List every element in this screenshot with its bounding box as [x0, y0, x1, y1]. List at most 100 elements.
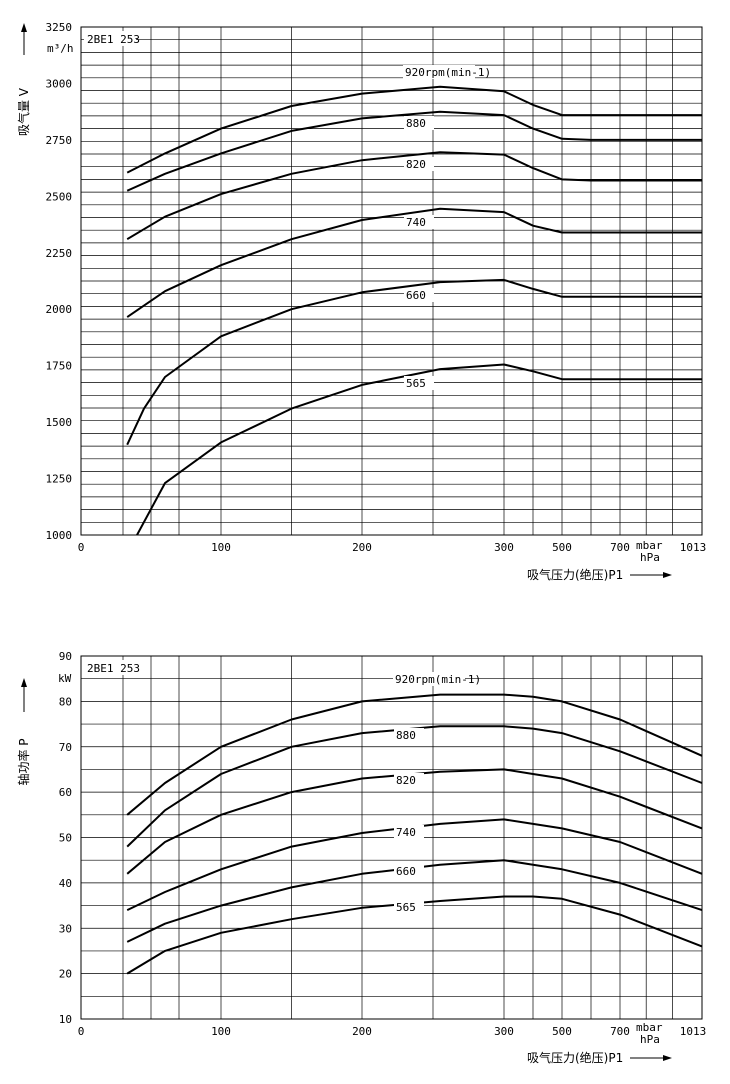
y-tick-labels: 10 20 30 40 50 60 70 80 90 — [59, 650, 72, 1026]
series-label-bg — [404, 376, 434, 390]
series-label-bg — [394, 825, 424, 839]
y-tick-label: 20 — [59, 968, 72, 981]
y-axis-label: 轴功率 P — [16, 738, 31, 785]
y-axis-label: 吸气量 V — [16, 87, 31, 136]
series-label-bg — [394, 864, 424, 878]
series-labels: 920rpm(min-1) 880 820 740 660 565 — [403, 65, 491, 390]
y-tick-label: 1500 — [46, 416, 73, 429]
y-tick-label: 30 — [59, 922, 72, 935]
curves — [126, 85, 702, 536]
series-line — [126, 278, 702, 446]
plot-frame — [80, 26, 703, 536]
series-line — [126, 725, 703, 848]
series-label: 880 — [396, 729, 416, 742]
series-label-bg — [393, 672, 465, 686]
curves — [126, 693, 703, 975]
model-label-bg — [84, 31, 136, 46]
y-tick-label: 70 — [59, 741, 72, 754]
plot-frame — [80, 655, 703, 1020]
series-label: 565 — [396, 901, 416, 914]
y-tick-label: 3250 — [46, 21, 73, 34]
y-tick-label: 1250 — [46, 473, 73, 486]
series-line — [126, 895, 703, 975]
series-labels: 920rpm(min-1) 880 820 740 660 565 — [393, 672, 481, 914]
y-tick-label: 3000 — [46, 77, 73, 90]
x-axis-label: 吸气压力(绝压)P1 — [527, 567, 623, 582]
series-line — [126, 110, 702, 192]
model-label: 2BE1 253 — [87, 33, 140, 46]
model-label: 2BE1 253 — [87, 662, 140, 675]
x-unit-mbar: mbar — [636, 539, 663, 552]
y-tick-labels: 1000 1250 1500 1750 2000 2250 2500 2750 3000 3250 — [46, 21, 73, 542]
series-label: 740 — [406, 216, 426, 229]
series-label-bg — [394, 900, 424, 914]
grid — [81, 27, 702, 535]
y-tick-label: 40 — [59, 877, 72, 890]
x-tick-label: 100 — [211, 541, 231, 554]
x-tick-label: 200 — [352, 541, 372, 554]
y-tick-label: 1000 — [46, 529, 73, 542]
x-tick-labels: 0 100 200 300 500 700 1013 — [78, 541, 707, 554]
series-label: 920rpm(min-1) — [405, 66, 491, 79]
series-label: 820 — [396, 774, 416, 787]
x-axis-arrow — [630, 572, 672, 578]
y-tick-label: 1750 — [46, 360, 73, 373]
series-line — [126, 768, 703, 875]
series-label-bg — [403, 65, 475, 79]
series-label: 660 — [396, 865, 416, 878]
y-tick-label: 60 — [59, 786, 72, 799]
y-tick-label: 90 — [59, 650, 72, 663]
x-unit-mbar: mbar — [636, 1021, 663, 1034]
series-label: 660 — [406, 289, 426, 302]
y-axis-arrow — [21, 678, 27, 712]
y-tick-label: 80 — [59, 695, 72, 708]
x-axis-label: 吸气压力(绝压)P1 — [527, 1050, 623, 1065]
x-tick-label: 700 — [610, 1025, 630, 1038]
series-line — [126, 693, 703, 816]
x-tick-label: 500 — [552, 1025, 572, 1038]
y-tick-label: 2500 — [46, 190, 73, 203]
x-unit-hpa: hPa — [640, 551, 660, 564]
y-axis-arrow — [21, 23, 27, 55]
y-unit: m³/h — [47, 42, 74, 55]
x-tick-label: 1013 — [680, 541, 707, 554]
x-tick-label: 500 — [552, 541, 572, 554]
suction-volume-chart: 1000125015001750200022502500275030003250… — [16, 21, 706, 582]
y-tick-label: 10 — [59, 1013, 72, 1026]
series-label-bg — [404, 215, 434, 229]
x-tick-label: 1013 — [680, 1025, 707, 1038]
series-label-bg — [404, 116, 434, 130]
y-tick-label: 2000 — [46, 303, 73, 316]
y-tick-label: 2750 — [46, 134, 73, 147]
y-tick-label: 2250 — [46, 247, 73, 260]
series-line — [126, 818, 703, 912]
x-tick-label: 300 — [494, 1025, 514, 1038]
series-label: 740 — [396, 826, 416, 839]
y-unit: kW — [58, 672, 72, 685]
x-tick-label: 100 — [211, 1025, 231, 1038]
series-label-bg — [394, 773, 424, 787]
model-label-bg — [84, 660, 136, 675]
series-label: 880 — [406, 117, 426, 130]
y-tick-label: 50 — [59, 832, 72, 845]
series-label: 820 — [406, 158, 426, 171]
x-tick-label: 0 — [78, 541, 85, 554]
x-tick-label: 200 — [352, 1025, 372, 1038]
series-label-bg — [404, 288, 434, 302]
series-line — [126, 207, 702, 318]
x-axis-arrow — [630, 1055, 672, 1061]
series-line — [126, 85, 702, 174]
series-line — [126, 859, 703, 943]
x-tick-label: 700 — [610, 541, 630, 554]
series-line — [126, 151, 702, 241]
series-label-bg — [394, 728, 424, 742]
x-tick-label: 0 — [78, 1025, 85, 1038]
x-tick-label: 300 — [494, 541, 514, 554]
x-unit-hpa: hPa — [640, 1033, 660, 1046]
series-label: 920rpm(min-1) — [395, 673, 481, 686]
series-label-bg — [404, 157, 434, 171]
series-label: 565 — [406, 377, 426, 390]
x-tick-labels: 0 100 200 300 500 700 1013 — [78, 1025, 707, 1038]
